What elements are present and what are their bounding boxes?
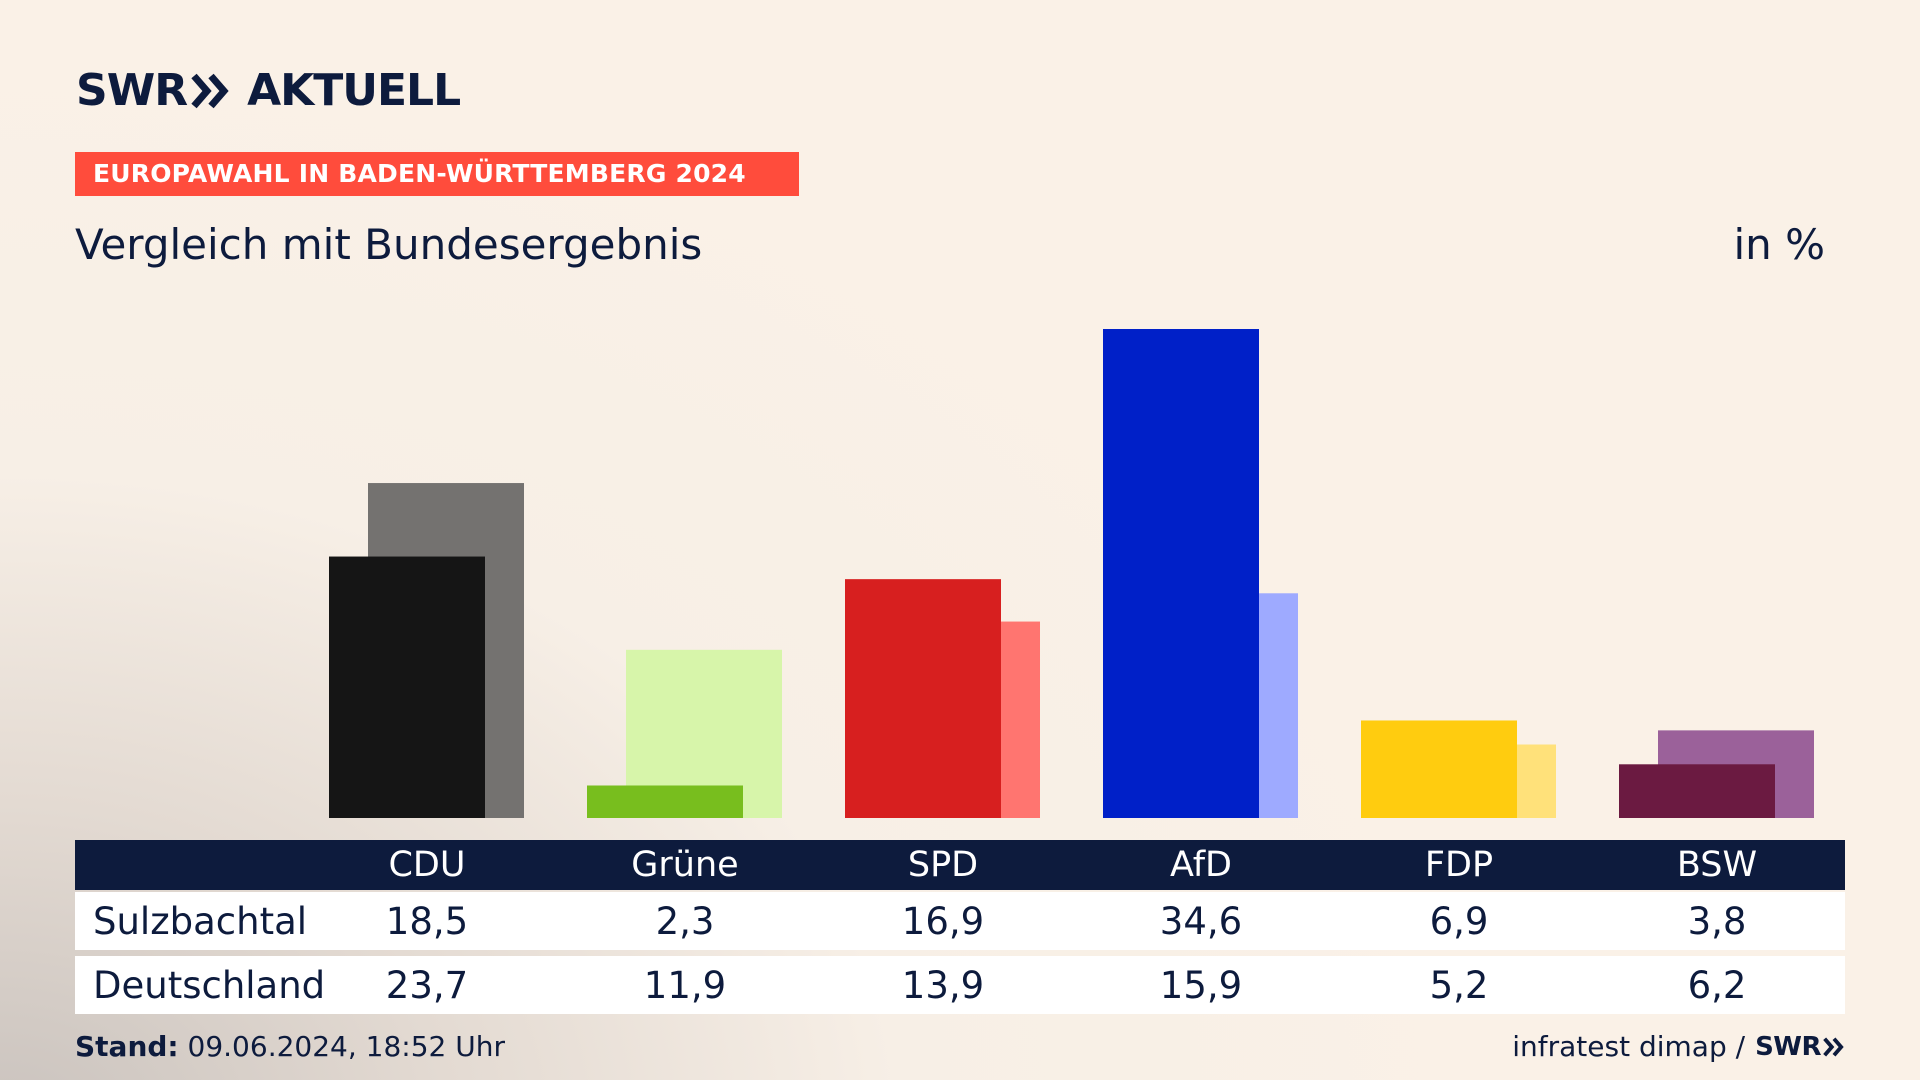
table-cell: 15,9 (1159, 963, 1243, 1007)
table-cell: 23,7 (385, 963, 469, 1007)
column-header: FDP (1424, 845, 1494, 885)
table-cell: 6,9 (1429, 899, 1489, 943)
table-header: CDU Grüne SPD AfD FDP BSW (75, 840, 1845, 890)
source-credit: infratest dimap / SWR (1512, 1030, 1845, 1063)
column-header: BSW (1676, 845, 1758, 885)
swr-aktuell-logo: SWR AKTUELL (76, 65, 461, 116)
stand-value: 09.06.2024, 18:52 Uhr (187, 1030, 505, 1063)
bar-sulzbachtal-grüne (587, 785, 743, 818)
column-header: AfD (1170, 845, 1232, 885)
double-chevron-icon (1823, 1036, 1844, 1057)
table-cell: 18,5 (385, 899, 469, 943)
double-chevron-icon (191, 73, 229, 109)
table-cell: 6,2 (1687, 963, 1747, 1007)
timestamp: Stand: 09.06.2024, 18:52 Uhr (75, 1030, 505, 1063)
row-label: Sulzbachtal (93, 899, 308, 943)
table-cell: 5,2 (1429, 963, 1489, 1007)
row-label: Deutschland (93, 963, 326, 1007)
footer-logo: SWR (1755, 1031, 1821, 1062)
table-cell: 34,6 (1159, 899, 1243, 943)
table-cell: 13,9 (901, 963, 985, 1007)
bar-sulzbachtal-bsw (1619, 764, 1775, 818)
stand-label: Stand: (75, 1030, 179, 1063)
source-text: infratest dimap / (1512, 1030, 1746, 1063)
election-banner: EUROPAWAHL IN BADEN-WÜRTTEMBERG 2024 (75, 152, 799, 196)
table-row: Deutschland 23,7 11,9 13,9 15,9 5,2 6,2 (75, 956, 1845, 1014)
unit-label: in % (1733, 220, 1825, 269)
column-header: SPD (907, 845, 979, 885)
table-cell: 11,9 (643, 963, 727, 1007)
bar-sulzbachtal-spd (845, 579, 1001, 818)
column-header: CDU (388, 845, 466, 885)
logo-text: SWR (76, 65, 188, 116)
results-table: CDU Grüne SPD AfD FDP BSW Sulzbachtal 18,5 2,3… (75, 840, 1845, 1014)
table-cell: 16,9 (901, 899, 985, 943)
logo-sub-text: AKTUELL (247, 65, 461, 116)
table-row: Sulzbachtal 18,5 2,3 16,9 34,6 6,9 3,8 (75, 892, 1845, 950)
column-header: Grüne (631, 845, 739, 885)
chart-subtitle: Vergleich mit Bundesergebnis (75, 220, 703, 269)
bar-sulzbachtal-cdu (329, 556, 485, 818)
bar-chart (329, 329, 1814, 818)
bar-sulzbachtal-fdp (1361, 720, 1517, 818)
bar-sulzbachtal-afd (1103, 329, 1259, 818)
table-cell: 3,8 (1687, 899, 1747, 943)
table-cell: 2,3 (655, 899, 715, 943)
